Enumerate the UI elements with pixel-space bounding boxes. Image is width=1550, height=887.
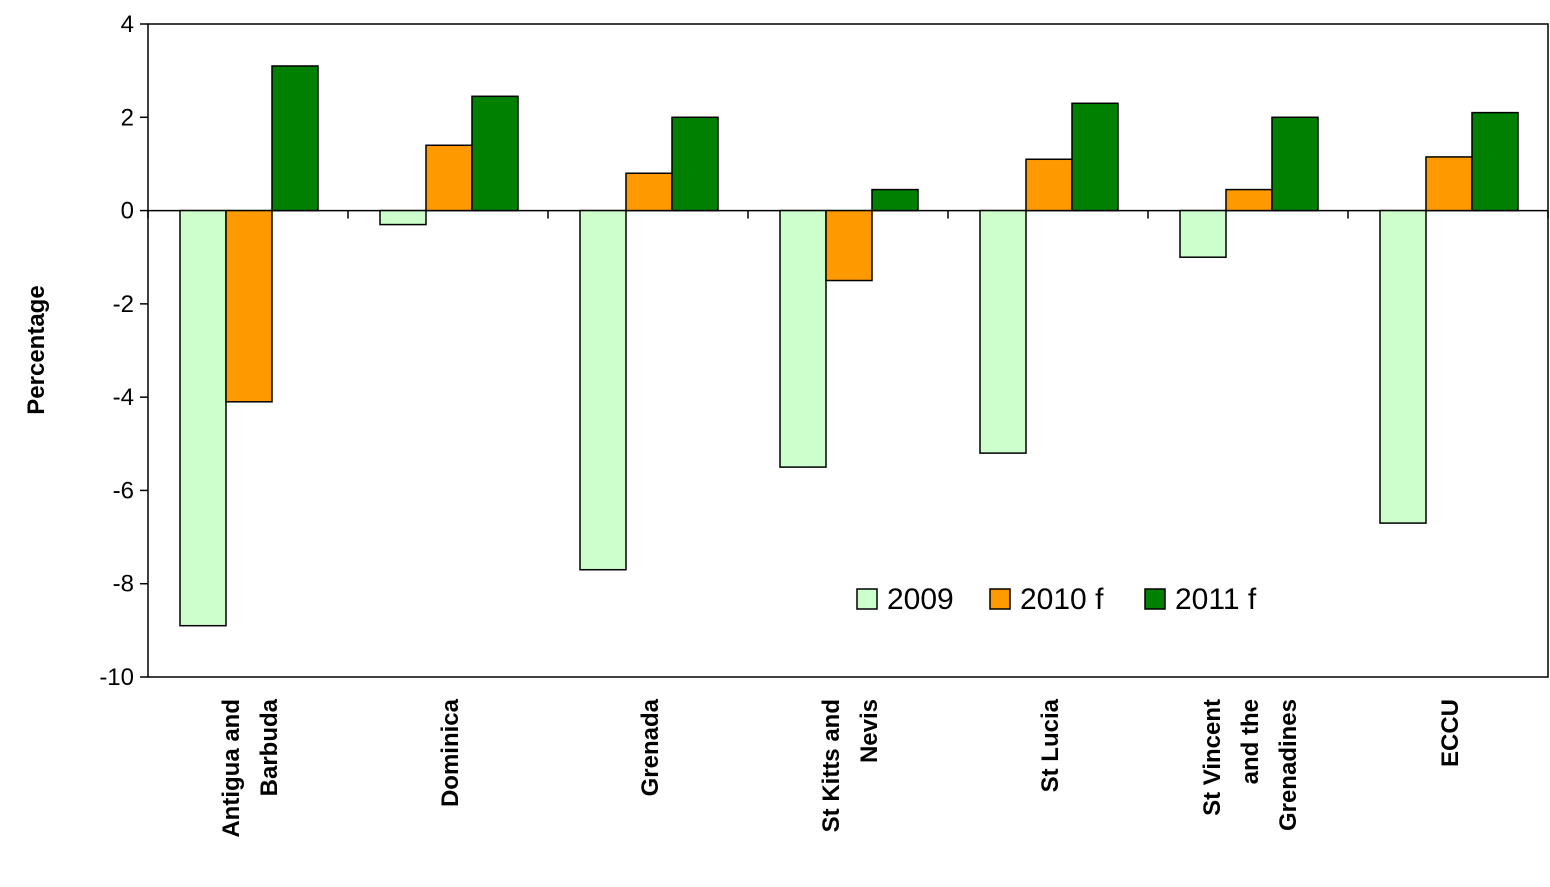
bars [179,65,1519,627]
bar [425,144,473,212]
legend-swatch [1144,588,1166,610]
y-tick-label: -8 [113,571,134,598]
y-tick-label: 0 [121,198,134,225]
y-tick-label: 4 [121,11,134,38]
bar [271,65,319,212]
category-label: St Kitts and Nevis [818,699,883,832]
bar [379,209,427,226]
bar [625,172,673,212]
legend-swatch [856,588,878,610]
category-label-line: and the [1237,699,1264,784]
bar [1379,209,1427,524]
category-label: Dominica [437,698,464,807]
bar [1071,102,1119,212]
bar [779,209,827,468]
bar [825,209,873,282]
bar [179,209,227,627]
plot-area [147,23,1549,678]
legend-swatch [989,588,1011,610]
category-label-line: Grenadines [1275,699,1302,831]
bar [471,95,519,212]
category-label: Grenada [637,698,664,796]
bar [1025,158,1073,212]
category-label-line: Dominica [437,698,464,807]
bar [979,209,1027,454]
y-tick-label: -2 [113,291,134,318]
y-tick-label: -10 [99,664,134,691]
y-axis-title: Percentage [23,285,50,414]
legend: 2009 2010 f 2011 f [856,583,1257,616]
bar [1425,156,1473,212]
category-label: St Lucia [1037,698,1064,792]
bar [1271,116,1319,212]
bar [1225,188,1273,212]
bar [871,188,919,212]
category-label-line: Grenada [637,698,664,796]
category-label-line: ECCU [1437,699,1464,767]
y-tick-label: -6 [113,477,134,504]
bar [579,209,627,571]
category-label-line: Antigua and [218,699,245,838]
plot-border [147,23,1549,678]
category-label-line: St Vincent [1199,699,1226,816]
category-label-line: Nevis [856,699,883,763]
bar [225,209,273,403]
bar [1471,111,1519,212]
y-axis: 4 2 0 -2 -4 -6 -8 -10 [99,11,148,691]
legend-label: 2011 f [1175,583,1257,616]
category-label-line: St Lucia [1037,698,1064,792]
category-label: Antigua and Barbuda [218,698,283,837]
bar [671,116,719,212]
category-label-line: St Kitts and [818,699,845,832]
legend-label: 2010 f [1020,583,1104,616]
y-tick-label: 2 [121,104,134,131]
bar [1179,209,1227,258]
y-tick-label: -4 [113,384,134,411]
category-label: St Vincent and the Grenadines [1199,699,1302,831]
category-label: ECCU [1437,699,1464,767]
category-labels: Antigua and Barbuda Dominica Grenada St Kitt… [218,698,1464,837]
category-label-line: Barbuda [256,698,283,796]
legend-label: 2009 [887,583,954,616]
